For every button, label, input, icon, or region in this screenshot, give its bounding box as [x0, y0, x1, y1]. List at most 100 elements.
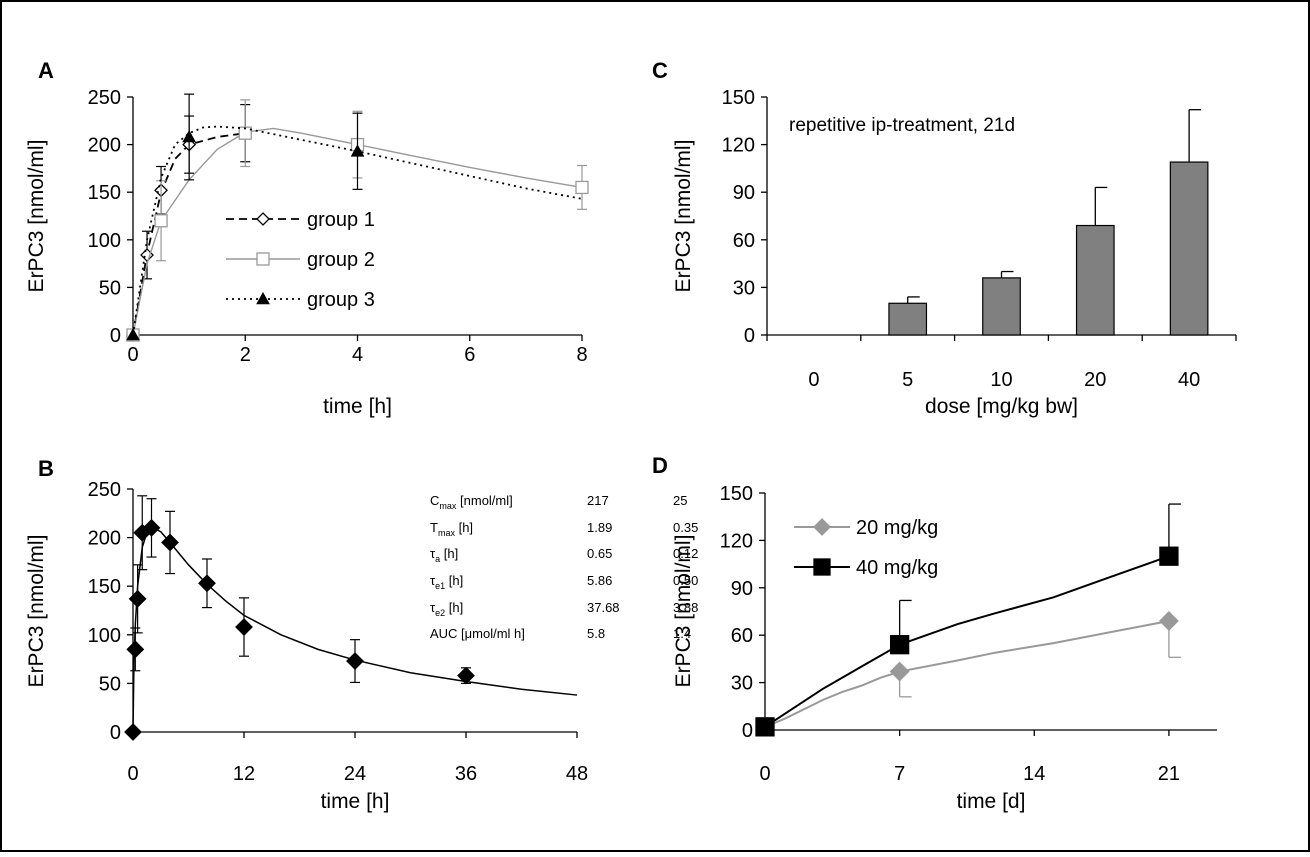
param-label: τe2 [h]	[430, 600, 463, 618]
panel-a-chart: 0 50 100 150 200 250 A ErPC3 [nmol/ml] time [h] 0…	[25, 58, 589, 418]
data-point-diamond	[128, 589, 147, 608]
y-tick-label: 30	[731, 673, 753, 695]
param-unit: [h]	[445, 573, 463, 588]
panel-letter: C	[652, 58, 668, 83]
x-axis-label: time [d]	[957, 790, 1026, 813]
y-axis-label: ErPC3 [nmol/ml]	[25, 535, 48, 688]
data-point-diamond	[457, 666, 475, 685]
y-tick-label: 120	[720, 530, 753, 552]
y-axis-label: ErPC3 [nmol/ml]	[672, 535, 695, 688]
y-tick-label: 150	[720, 483, 753, 505]
bar	[888, 302, 928, 336]
param-value: 5.8	[587, 626, 605, 641]
param-subscript: a	[435, 554, 440, 564]
data-point-diamond	[124, 723, 142, 741]
category-label: 40	[1178, 369, 1200, 391]
legend-label: 40 mg/kg	[856, 557, 938, 579]
data-point-diamond	[889, 661, 910, 682]
data-point-diamond	[346, 652, 364, 670]
y-tick-label: 50	[99, 277, 121, 299]
y-tick-label: 250	[88, 87, 121, 109]
x-tick-label: 0	[759, 763, 770, 785]
param-subscript: e2	[435, 608, 445, 618]
data-point-square	[256, 252, 270, 266]
param-value: 1.89	[587, 520, 612, 535]
param-label: AUC [μmol/ml h]	[430, 626, 525, 641]
annotation: repetitive ip-treatment, 21d	[789, 115, 1015, 136]
x-tick-label: 6	[464, 344, 475, 366]
y-tick-label: 250	[88, 479, 121, 501]
series-line	[764, 555, 1170, 728]
param-sd: 0.12	[673, 546, 698, 561]
x-axis-label: time [h]	[321, 790, 390, 813]
x-tick-label: 36	[455, 763, 477, 785]
x-tick-label: 48	[566, 763, 588, 785]
x-axis-label: time [h]	[323, 395, 392, 418]
y-axis-label: ErPC3 [nmol/ml]	[25, 140, 48, 293]
series-40-mg-kg	[755, 503, 1181, 737]
y-tick-label: 50	[99, 673, 121, 695]
param-subscript: max	[439, 501, 457, 511]
panel-c-chart: 0 30 60 90 120 150 C ErPC3 [nmol/ml] dose [mg/kg…	[652, 58, 1237, 418]
data-point-diamond	[126, 640, 145, 659]
y-tick-label: 150	[88, 182, 121, 204]
legend: group 1 group 2 group 3	[226, 209, 375, 311]
legend-label: group 2	[307, 249, 375, 271]
x-tick-label: 0	[127, 763, 138, 785]
param-value: 37.68	[587, 600, 620, 615]
x-tick-label: 14	[1023, 763, 1045, 785]
param-symbol: C	[430, 493, 439, 508]
data-point-square	[238, 126, 252, 140]
category-label: 10	[990, 369, 1012, 391]
param-value: 0.65	[587, 546, 612, 561]
data-point-diamond	[142, 518, 161, 537]
x-tick-label: 21	[1158, 763, 1180, 785]
panel-letter: D	[652, 453, 668, 478]
series-group-3	[126, 93, 583, 341]
y-tick-label: 200	[88, 135, 121, 157]
legend-label: 20 mg/kg	[856, 517, 938, 539]
param-unit: [h]	[455, 520, 473, 535]
data-point-square	[813, 558, 831, 576]
data-point-square	[1159, 546, 1179, 566]
param-symbol: τ	[430, 573, 436, 588]
panel-letter: A	[38, 58, 54, 83]
data-point-diamond	[235, 618, 253, 636]
data-point-diamond	[256, 212, 270, 226]
bar	[1075, 224, 1115, 336]
param-sd: 3.88	[673, 600, 698, 615]
y-tick-label: 100	[88, 625, 121, 647]
y-tick-label: 90	[731, 578, 753, 600]
y-tick-label: 60	[731, 625, 753, 647]
series-line	[764, 619, 1170, 728]
legend-label: group 3	[307, 289, 375, 311]
param-sd: 1.4	[673, 626, 691, 641]
param-sd: 0.50	[673, 573, 698, 588]
fit-curve	[132, 525, 578, 733]
param-label: τa [h]	[430, 546, 458, 564]
data-point-diamond	[198, 574, 216, 593]
y-tick-label: 30	[733, 277, 755, 299]
x-axis-label: dose [mg/kg bw]	[925, 395, 1078, 418]
y-axis-label: ErPC3 [nmol/ml]	[672, 140, 695, 293]
data-point-triangle	[256, 291, 270, 305]
data-point-diamond	[813, 518, 831, 536]
x-tick-label: 24	[344, 763, 366, 785]
bar	[1169, 161, 1209, 336]
param-sd: 25	[673, 493, 687, 508]
bar	[982, 277, 1021, 336]
param-sd: 0.35	[673, 520, 698, 535]
param-symbol: AUC [μmol/ml h]	[430, 626, 525, 641]
x-tick-label: 7	[894, 763, 905, 785]
y-tick-label: 150	[722, 87, 755, 109]
y-tick-label: 0	[110, 325, 121, 347]
y-tick-label: 200	[88, 528, 121, 550]
category-label: 20	[1084, 369, 1106, 391]
y-tick-label: 60	[733, 230, 755, 252]
category-label: 0	[808, 369, 819, 391]
category-label: 5	[902, 369, 913, 391]
data-point-square	[154, 214, 168, 228]
